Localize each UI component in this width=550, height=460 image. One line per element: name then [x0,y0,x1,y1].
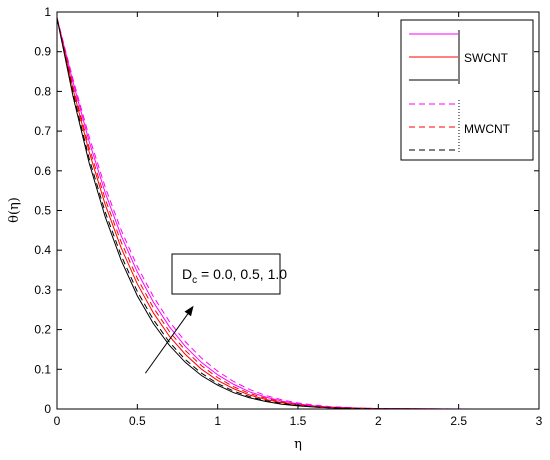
annotation-arrow [144,313,189,374]
legend-box [400,19,534,161]
annotation-box [171,253,281,295]
legend-label-swcnt: SWCNT [464,51,509,65]
x-tick-label: 3 [536,414,543,428]
y-tick-label: 0 [44,402,51,416]
y-tick-label: 0.7 [34,124,51,138]
x-tick-label: 2 [375,414,382,428]
y-tick-label: 1 [44,5,51,19]
annotation: Dc = 0.0, 0.5, 1.0 [144,253,287,374]
y-tick-label: 0.3 [34,283,51,297]
annotation-text-rest: = 0.0, 0.5, 1.0 [197,266,287,282]
y-tick-label: 0.9 [34,45,51,59]
y-tick-label: 0.6 [34,164,51,178]
x-tick-label: 1.5 [290,414,307,428]
annotation-text-main: D [182,266,192,282]
x-tick-label: 0.5 [129,414,146,428]
x-tick-label: 0 [54,414,61,428]
annotation-text: Dc = 0.0, 0.5, 1.0 [182,266,287,286]
y-tick-label: 0.2 [34,323,51,337]
y-tick-label: 0.4 [34,243,51,257]
x-tick-label: 2.5 [450,414,467,428]
ticks-layer: 0 0.5 1 1.5 2 2.5 3 0 0.1 0.2 0.3 0.4 0.5 0.6 0.7 0.8 0.… [34,5,542,428]
annotation-arrowhead [184,305,194,317]
series-line-mwcnt-3 [56,17,539,410]
y-tick-label: 0.5 [34,204,51,218]
x-axis-label: η [294,437,302,452]
y-tick-label: 0.1 [34,362,51,376]
legend: SWCNT MWCNT [400,19,534,161]
x-tick-label: 1 [214,414,221,428]
y-tick-label: 0.8 [34,84,51,98]
y-axis-label: θ(η) [7,197,22,223]
annotation-text-sub: c [192,275,197,286]
legend-label-mwcnt: MWCNT [464,122,511,136]
legend-items [409,30,460,154]
